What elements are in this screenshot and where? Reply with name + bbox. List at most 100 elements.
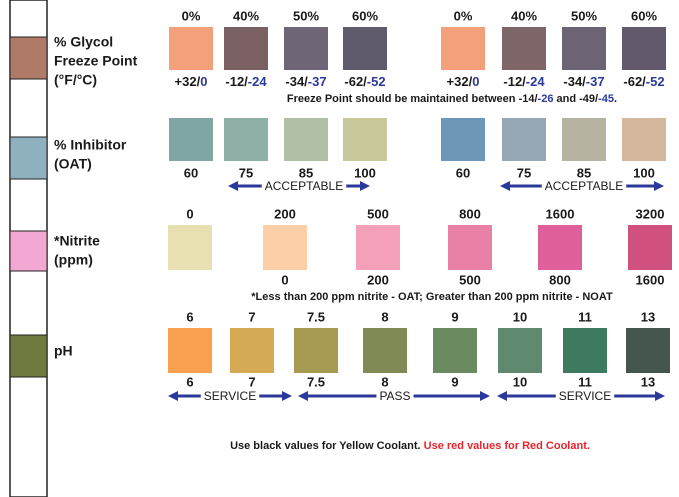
freeze-c: -37 [586,74,605,89]
color-pad [168,225,212,270]
color-pad [622,27,666,70]
arrow-head [282,391,292,401]
arrow-head [360,181,370,191]
glycol-label: 0% [182,8,201,23]
inhibitor-label: 60 [184,165,198,180]
nitrite-label: 3200 [636,206,665,221]
freeze-c: -52 [646,74,665,89]
freeze-f: +32/ [175,74,201,89]
ph-label: 9 [451,374,458,389]
color-pad [448,225,492,270]
ph-label: 7.5 [307,309,325,324]
color-pad [294,328,338,373]
footer: Use black values for Yellow Coolant. Use… [230,440,590,452]
glycol-label: 60% [352,8,378,23]
inhibitor-label: 75 [239,165,253,180]
color-pad [538,225,582,270]
glycol-label: 50% [571,8,597,23]
freeze-f: +32/ [447,74,473,89]
ph-label: 7.5 [307,374,325,389]
freeze-c: 0 [200,74,207,89]
freeze-note: Freeze Point should be maintained betwee… [287,93,617,105]
footer-red: Use red values for Red Coolant. [424,440,590,452]
arrow-head [654,181,664,191]
ph-label: 10 [513,309,527,324]
color-pad [169,118,213,161]
arrow-head [480,391,490,401]
inhibitor-label: 100 [354,165,376,180]
nitrite-note: *Less than 200 ppm nitrite - OAT; Greate… [251,291,613,303]
color-pad [502,27,546,70]
glycol-label: 60% [631,8,657,23]
color-pad [284,118,328,161]
note-part: Freeze Point should be maintained betwee… [287,93,519,105]
ph-label: 7 [248,374,255,389]
row-label: (OAT) [54,156,92,172]
color-pad [433,328,477,373]
color-pad [563,328,607,373]
row-label: (°F/°C) [54,72,97,88]
freeze-c: -52 [367,74,386,89]
nitrite-label: 1600 [546,206,575,221]
color-pad [498,328,542,373]
nitrite-label: 800 [459,206,481,221]
ph-label: 13 [641,309,655,324]
ph-label: 9 [451,309,458,324]
color-pad [562,27,606,70]
color-pad [363,328,407,373]
color-pad [169,27,213,70]
arrow-head [168,391,178,401]
freeze-f: -34/ [285,74,308,89]
inhibitor-label: 85 [577,165,591,180]
inhibitor-label: 75 [517,165,531,180]
row-label: (ppm) [54,252,93,268]
glycol-label: 50% [293,8,319,23]
note-part: and [553,93,579,105]
strip-pad-glycol [9,36,48,80]
ph-label: 6 [186,309,193,324]
freeze-point: -34/-37 [563,74,604,89]
color-pad [441,27,485,70]
arrow-head [228,181,238,191]
inhibitor-label: 100 [633,165,655,180]
color-pad [356,225,400,270]
row-label: % Glycol [54,34,113,50]
range-label: PASS [379,389,410,403]
strip-pad-ph [9,334,48,378]
note-part: -26 [538,93,554,105]
row-label: Freeze Point [54,53,138,69]
color-pad [626,328,670,373]
nitrite-label: 800 [549,272,571,287]
range-label: SERVICE [204,389,256,403]
footer-black: Use black values for Yellow Coolant. [230,440,421,452]
ph-label: 13 [641,374,655,389]
nitrite-label: 1600 [636,272,665,287]
range-label: ACCEPTABLE [265,179,343,193]
range-label-bg [200,389,260,404]
range-label-bg [261,179,347,194]
color-pad [622,118,666,161]
inhibitor-label: 60 [456,165,470,180]
freeze-point: +32/0 [447,74,480,89]
freeze-point: -12/-24 [225,74,267,89]
color-pad [343,27,387,70]
freeze-point: +32/0 [175,74,208,89]
color-pad [562,118,606,161]
ph-label: 10 [513,374,527,389]
freeze-f: -62/ [623,74,646,89]
color-pad [441,118,485,161]
color-pad [628,225,672,270]
strip-pad-nitrite [9,230,48,272]
ph-label: 8 [381,309,388,324]
row-label: pH [54,343,73,359]
ph-label: 8 [381,374,388,389]
range-label-bg [376,389,414,404]
inhibitor-label: 85 [299,165,313,180]
arrow-head [655,391,665,401]
glycol-label: 0% [454,8,473,23]
nitrite-label: 0 [281,272,288,287]
freeze-f: -12/ [225,74,248,89]
color-pad [230,328,274,373]
color-pad [284,27,328,70]
